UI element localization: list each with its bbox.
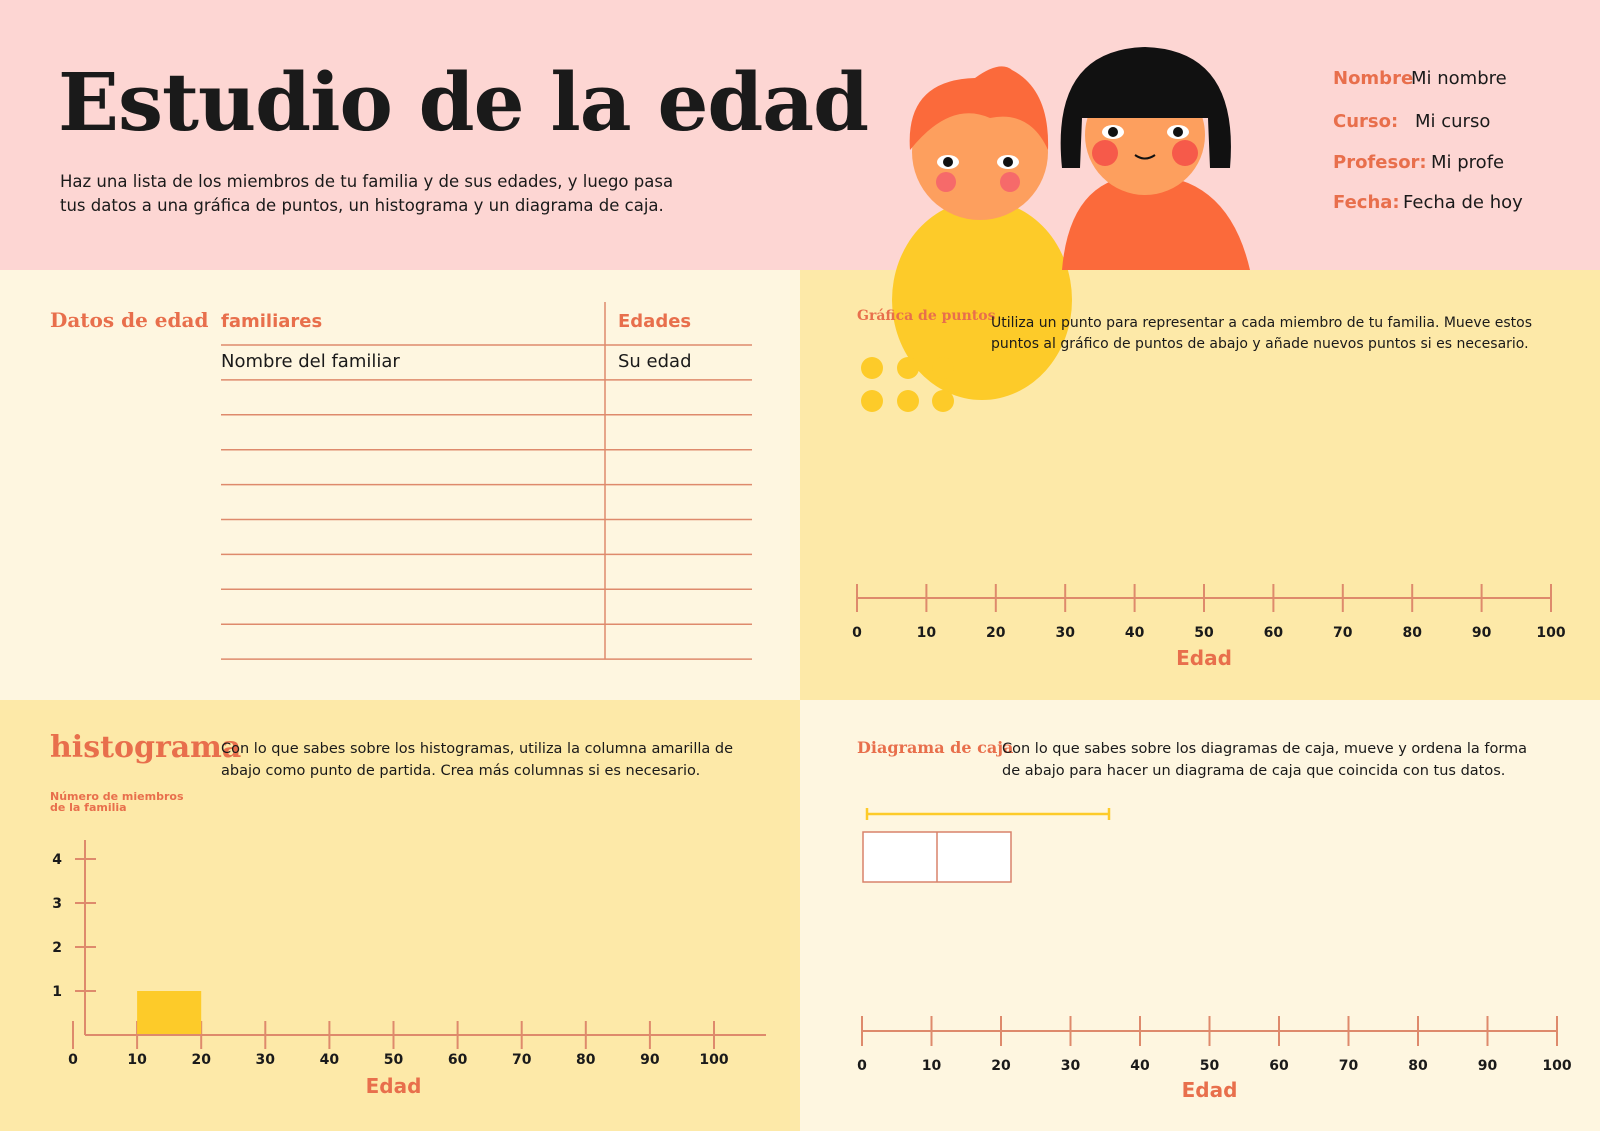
x-tick-label: 0: [857, 1058, 867, 1074]
x-tick-label: 100: [1536, 625, 1565, 641]
table-cell[interactable]: Nombre del familiar: [221, 351, 400, 372]
header-panel: [0, 0, 1600, 270]
x-tick-label: 20: [991, 1058, 1011, 1074]
x-tick-label: 60: [1264, 625, 1284, 641]
dot-token[interactable]: [897, 390, 919, 412]
x-tick-label: 70: [1339, 1058, 1359, 1074]
x-tick-label: 20: [986, 625, 1006, 641]
x-tick-label: 20: [191, 1052, 211, 1068]
dot-token[interactable]: [861, 357, 883, 379]
table-title: Datos de edad: [50, 308, 209, 332]
field-label: Nombre: [1333, 68, 1414, 89]
x-tick-label: 100: [1542, 1058, 1571, 1074]
title: Estudio de la edad: [58, 55, 869, 149]
y-axis-label: Número de miembros de la familia: [50, 790, 184, 814]
section-title: histograma: [50, 730, 242, 765]
dot-token[interactable]: [932, 357, 954, 379]
x-tick-label: 70: [1333, 625, 1353, 641]
field-label: Profesor:: [1333, 152, 1427, 173]
x-tick-label: 40: [1125, 625, 1145, 641]
x-tick-label: 90: [1472, 625, 1492, 641]
column-header: familiares: [221, 311, 323, 332]
description: Haz una lista de los miembros de tu fami…: [60, 172, 674, 215]
y-tick-label: 4: [52, 852, 62, 868]
y-tick-label: 3: [52, 896, 62, 912]
field-value: Mi curso: [1415, 111, 1491, 132]
instructions: Con lo que sabes sobre los histogramas, …: [221, 741, 734, 779]
x-tick-label: 0: [852, 625, 862, 641]
table-cell[interactable]: Su edad: [618, 351, 692, 372]
x-tick-label: 70: [512, 1052, 532, 1068]
x-axis-label: Edad: [1176, 646, 1232, 670]
x-tick-label: 50: [1200, 1058, 1220, 1074]
x-tick-label: 90: [1478, 1058, 1498, 1074]
x-tick-label: 60: [1269, 1058, 1289, 1074]
x-tick-label: 90: [640, 1052, 660, 1068]
dot-token[interactable]: [932, 390, 954, 412]
column-header: Edades: [618, 311, 692, 332]
x-tick-label: 80: [1408, 1058, 1428, 1074]
x-tick-label: 30: [1061, 1058, 1081, 1074]
x-axis-label: Edad: [366, 1074, 422, 1098]
field-label: Curso:: [1333, 111, 1399, 132]
x-tick-label: 30: [256, 1052, 276, 1068]
field-value: Fecha de hoy: [1403, 192, 1523, 213]
dot-token[interactable]: [861, 390, 883, 412]
field-label: Fecha:: [1333, 192, 1400, 213]
x-tick-label: 10: [127, 1052, 147, 1068]
x-tick-label: 60: [448, 1052, 468, 1068]
x-axis-label: Edad: [1182, 1078, 1238, 1102]
x-tick-label: 10: [922, 1058, 942, 1074]
histogram-bar[interactable]: [137, 991, 202, 1034]
box-panel: [800, 700, 1600, 1131]
x-tick-label: 100: [699, 1052, 728, 1068]
x-tick-label: 40: [320, 1052, 340, 1068]
x-tick-label: 50: [1194, 625, 1214, 641]
instructions: Con lo que sabes sobre los diagramas de …: [1002, 741, 1528, 779]
field-value: Mi nombre: [1411, 68, 1507, 89]
instructions: Utiliza un punto para representar a cada…: [991, 315, 1533, 352]
field-value: Mi profe: [1431, 152, 1505, 173]
illustration: [892, 47, 1250, 400]
y-tick-label: 1: [52, 984, 62, 1000]
x-tick-label: 40: [1130, 1058, 1150, 1074]
x-tick-label: 30: [1055, 625, 1075, 641]
box-shape[interactable]: [862, 808, 1111, 883]
section-title: Diagrama de caja: [857, 738, 1014, 757]
x-tick-label: 10: [917, 625, 937, 641]
y-tick-label: 2: [52, 940, 62, 956]
section-title: Gráfica de puntos: [857, 308, 996, 324]
dot-tokens: [861, 357, 954, 412]
hist-panel: [0, 700, 800, 1131]
x-tick-label: 50: [384, 1052, 404, 1068]
dot-token[interactable]: [897, 357, 919, 379]
x-tick-label: 80: [1402, 625, 1422, 641]
x-tick-label: 0: [68, 1052, 78, 1068]
x-tick-label: 80: [576, 1052, 596, 1068]
